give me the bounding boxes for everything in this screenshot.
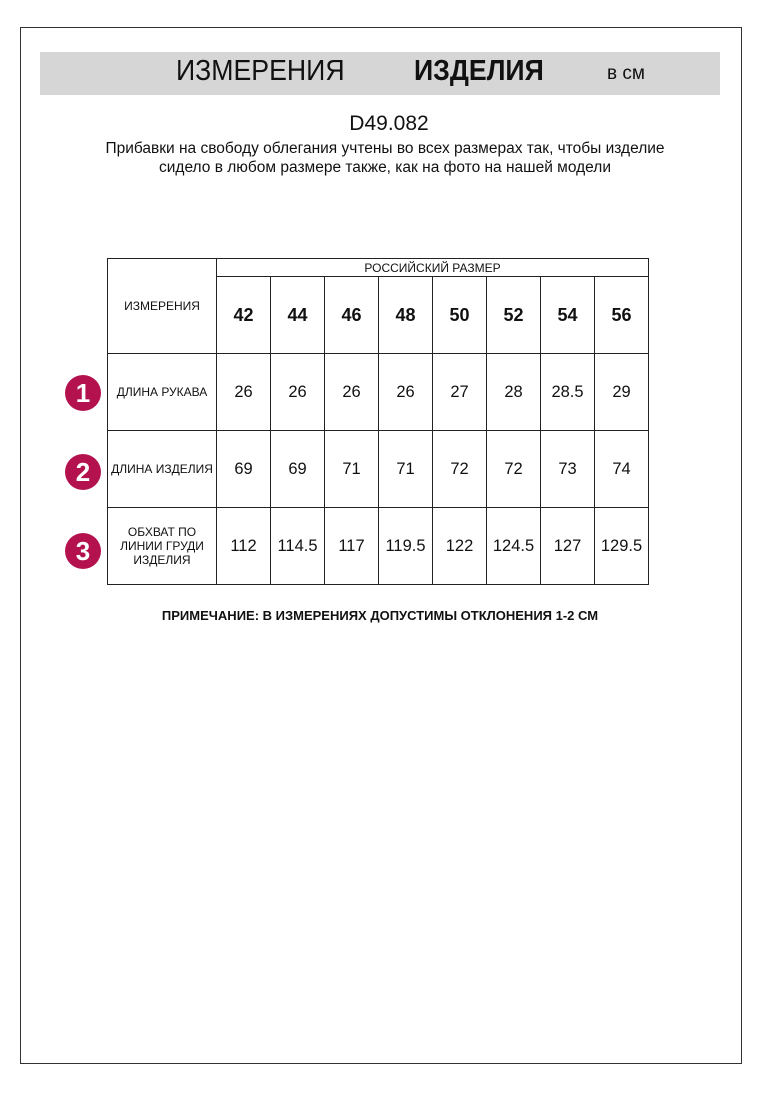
title-unit: в см (607, 63, 645, 84)
table-row: ДЛИНА ИЗДЕЛИЯ 69 69 71 71 72 72 73 74 (107, 430, 649, 508)
measure-value: 122 (432, 507, 487, 585)
page-frame (20, 27, 742, 1064)
measure-label: ОБХВАТ ПО ЛИНИИ ГРУДИ ИЗДЕЛИЯ (107, 507, 217, 585)
measure-value: 26 (216, 353, 271, 431)
size-header: 56 (594, 276, 649, 354)
measure-value: 71 (324, 430, 379, 508)
size-header: 44 (270, 276, 325, 354)
size-header: 46 (324, 276, 379, 354)
row-number-badge: 2 (65, 454, 101, 490)
measure-value: 127 (540, 507, 595, 585)
measure-value: 26 (378, 353, 433, 431)
measure-value: 69 (216, 430, 271, 508)
row-number-badge: 3 (65, 533, 101, 569)
measure-label: ДЛИНА ИЗДЕЛИЯ (107, 430, 217, 508)
size-table: ИЗМЕРЕНИЯ РОССИЙСКИЙ РАЗМЕР 42 44 46 48 50 52… (107, 258, 649, 585)
size-group-header: РОССИЙСКИЙ РАЗМЕР (216, 258, 649, 277)
measure-value: 124.5 (486, 507, 541, 585)
measure-value: 69 (270, 430, 325, 508)
measure-value: 73 (540, 430, 595, 508)
description: Прибавки на свободу облегания учтены во … (105, 140, 665, 176)
measure-label: ДЛИНА РУКАВА (107, 353, 217, 431)
size-header: 50 (432, 276, 487, 354)
measure-value: 72 (486, 430, 541, 508)
table-row: ОБХВАТ ПО ЛИНИИ ГРУДИ ИЗДЕЛИЯ 112 114.5 117… (107, 507, 649, 585)
measure-value: 114.5 (270, 507, 325, 585)
measure-value: 28.5 (540, 353, 595, 431)
size-header: 42 (216, 276, 271, 354)
sizes-row: 42 44 46 48 50 52 54 56 (108, 276, 649, 354)
measure-value: 26 (324, 353, 379, 431)
article-code: D49.082 (349, 112, 429, 135)
measure-value: 117 (324, 507, 379, 585)
measure-value: 28 (486, 353, 541, 431)
measure-header: ИЗМЕРЕНИЯ (107, 258, 217, 354)
table-row: ДЛИНА РУКАВА 26 26 26 26 27 28 28.5 29 (107, 353, 649, 431)
note: ПРИМЕЧАНИЕ: В ИЗМЕРЕНИЯХ ДОПУСТИМЫ ОТКЛО… (161, 608, 599, 623)
size-header: 52 (486, 276, 541, 354)
measure-value: 74 (594, 430, 649, 508)
measure-value: 27 (432, 353, 487, 431)
measure-value: 129.5 (594, 507, 649, 585)
measure-value: 112 (216, 507, 271, 585)
title-bar (40, 52, 720, 95)
measure-value: 29 (594, 353, 649, 431)
measure-value: 71 (378, 430, 433, 508)
size-header: 54 (540, 276, 595, 354)
measure-value: 72 (432, 430, 487, 508)
title-bold: ИЗДЕЛИЯ (414, 55, 544, 87)
row-number-badge: 1 (65, 375, 101, 411)
size-header: 48 (378, 276, 433, 354)
measure-value: 26 (270, 353, 325, 431)
title-regular: ИЗМЕРЕНИЯ (176, 55, 345, 87)
measure-value: 119.5 (378, 507, 433, 585)
